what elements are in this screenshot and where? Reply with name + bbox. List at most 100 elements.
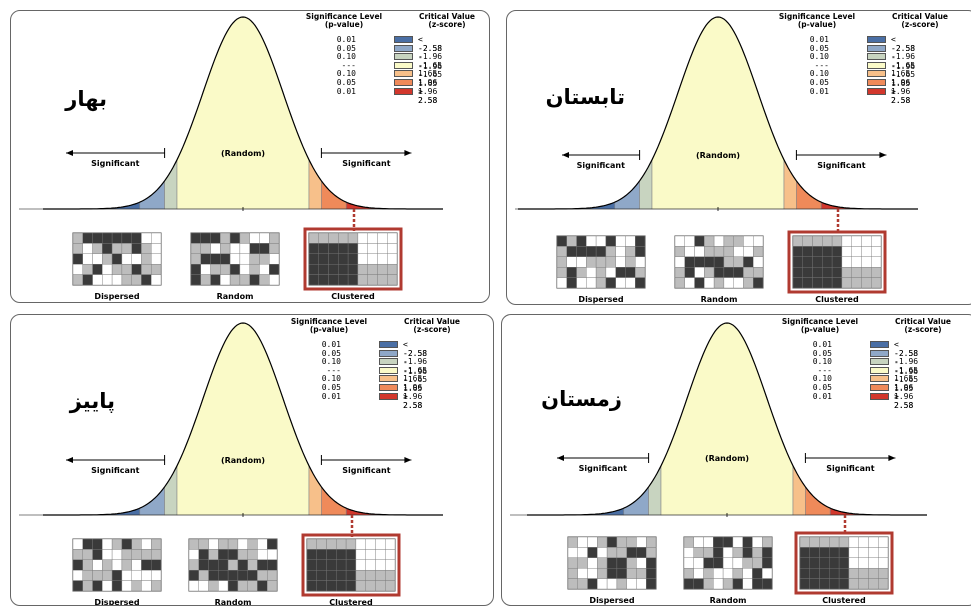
map-cell bbox=[82, 263, 93, 275]
legend-header-p: Significance Level (p-value) bbox=[290, 317, 368, 334]
map-cell bbox=[752, 267, 764, 278]
map-cell bbox=[829, 567, 840, 579]
map-cell bbox=[141, 559, 152, 571]
thumbnail-label-random: Random bbox=[700, 295, 738, 304]
map-cell bbox=[595, 256, 607, 268]
map-cell bbox=[111, 569, 123, 581]
map-cell bbox=[693, 578, 704, 590]
map-cell bbox=[210, 253, 221, 265]
map-cell bbox=[556, 267, 568, 278]
map-cell bbox=[868, 536, 879, 548]
map-cell bbox=[615, 267, 626, 278]
map-cell bbox=[375, 569, 386, 581]
map-cell bbox=[365, 569, 376, 581]
map-cell bbox=[723, 267, 734, 278]
map-cell bbox=[326, 559, 337, 571]
map-cell bbox=[308, 274, 320, 286]
legend-z-value: < -2.58 bbox=[891, 35, 916, 53]
map-cell bbox=[247, 549, 258, 560]
map-cell bbox=[848, 536, 859, 548]
map-cell bbox=[802, 256, 813, 268]
legend-swatch bbox=[870, 384, 889, 391]
right-arrowhead bbox=[404, 150, 412, 156]
map-cell bbox=[150, 580, 162, 592]
map-cell bbox=[111, 274, 123, 286]
map-cell bbox=[229, 263, 241, 275]
map-cell bbox=[131, 559, 142, 571]
curve-region-3 bbox=[648, 465, 662, 516]
legend-swatch bbox=[867, 87, 886, 95]
legend-swatch bbox=[870, 392, 889, 400]
map-cell bbox=[799, 536, 811, 548]
map-cell bbox=[743, 246, 754, 257]
map-cell bbox=[218, 538, 229, 550]
map-cell bbox=[645, 547, 657, 558]
map-cell bbox=[819, 578, 830, 590]
map-cell bbox=[385, 559, 396, 571]
map-cell bbox=[111, 580, 123, 592]
chart-panel-spring: بهار Significance Level (p-value) Critical… bbox=[10, 10, 490, 303]
right-arrowhead bbox=[879, 152, 887, 158]
map-cell bbox=[625, 246, 636, 257]
season-label: بهار bbox=[65, 87, 107, 111]
map-cell bbox=[210, 263, 221, 275]
map-cell bbox=[347, 232, 359, 244]
map-cell bbox=[227, 569, 239, 581]
map-cell bbox=[229, 243, 241, 254]
map-cell bbox=[704, 235, 715, 247]
map-cell bbox=[616, 536, 627, 548]
map-cell bbox=[326, 580, 337, 592]
map-cell bbox=[237, 580, 248, 592]
thumbnail-label-clustered: Clustered bbox=[329, 598, 373, 606]
map-cell bbox=[577, 536, 588, 548]
map-cell bbox=[871, 277, 882, 289]
legend-swatch bbox=[394, 61, 413, 69]
map-cell bbox=[387, 274, 398, 286]
map-cell bbox=[131, 243, 142, 254]
map-cell bbox=[742, 536, 753, 548]
legend-z-value: -2.58 - -1.96 bbox=[891, 43, 916, 71]
map-cell bbox=[871, 256, 882, 268]
legend-p-value: 0.05 bbox=[809, 78, 829, 87]
map-cell bbox=[809, 578, 820, 590]
map-cell bbox=[858, 557, 869, 569]
map-cell bbox=[693, 557, 704, 569]
legend-z-value: 1.65 - 1.96 bbox=[891, 69, 911, 97]
map-cell bbox=[357, 232, 368, 244]
map-cell bbox=[102, 549, 113, 560]
map-cell bbox=[615, 277, 626, 289]
map-cell bbox=[713, 567, 724, 579]
highlight-frame bbox=[301, 533, 401, 597]
map-cell bbox=[752, 557, 763, 569]
map-cell bbox=[121, 569, 132, 581]
map-cell bbox=[812, 235, 823, 247]
thumbnail-clustered bbox=[794, 531, 894, 595]
map-cell bbox=[693, 536, 704, 548]
map-cell bbox=[792, 267, 804, 278]
map-cell bbox=[326, 538, 337, 550]
chart-panel-winter: زمستان Significance Level (p-value) Critic… bbox=[501, 314, 971, 606]
map-cell bbox=[742, 547, 753, 558]
normal-curve-chart bbox=[19, 322, 443, 597]
map-cell bbox=[802, 246, 813, 257]
map-cell bbox=[218, 580, 229, 592]
map-cell bbox=[634, 246, 646, 257]
map-cell bbox=[732, 578, 743, 590]
map-cell bbox=[723, 277, 734, 289]
map-cell bbox=[868, 567, 879, 579]
map-cell bbox=[841, 267, 852, 278]
map-cell bbox=[684, 235, 695, 247]
map-cell bbox=[566, 256, 577, 268]
map-cell bbox=[636, 547, 647, 558]
map-cell bbox=[819, 567, 830, 579]
map-cell bbox=[743, 277, 754, 289]
legend-swatch bbox=[394, 70, 413, 78]
map-cell bbox=[237, 549, 248, 560]
map-cell bbox=[247, 580, 258, 592]
curve-region-1 bbox=[43, 201, 141, 210]
curve-region-4 bbox=[651, 16, 785, 210]
map-cell bbox=[634, 256, 646, 268]
legend-p-value: 0.05 bbox=[812, 348, 832, 358]
curve-region-7 bbox=[345, 201, 443, 210]
map-cell bbox=[704, 277, 715, 289]
